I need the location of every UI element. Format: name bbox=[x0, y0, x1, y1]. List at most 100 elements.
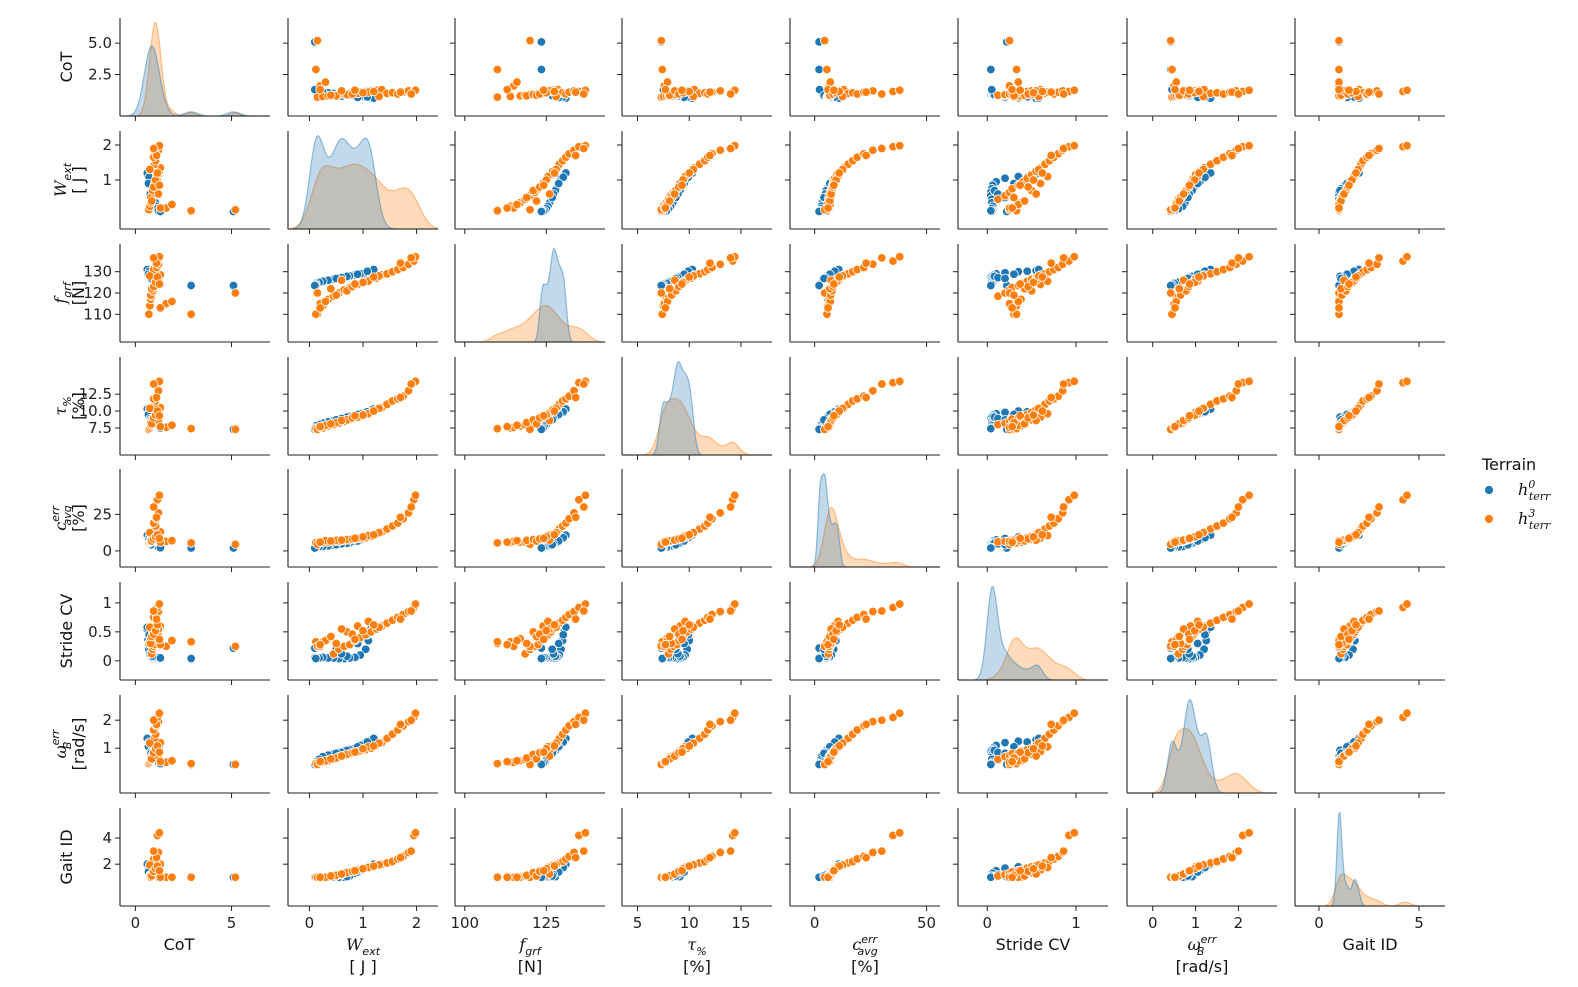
point-h3-31 bbox=[155, 756, 166, 767]
point-h0-14 bbox=[558, 172, 568, 182]
x-axis-label-CoT: CoT bbox=[164, 935, 195, 954]
point-h3-36 bbox=[148, 606, 159, 616]
point-h3-31 bbox=[823, 303, 833, 313]
point-h3-37 bbox=[1344, 279, 1354, 289]
point-h3-31 bbox=[502, 84, 512, 95]
point-h3-28 bbox=[326, 631, 336, 642]
point-h3-33 bbox=[1028, 88, 1039, 98]
point-h0-17 bbox=[1166, 653, 1176, 664]
y-tick-label: 10.0 bbox=[79, 402, 112, 420]
point-h3-34 bbox=[549, 86, 560, 97]
point-h3-34 bbox=[1351, 168, 1361, 178]
point-h0-19 bbox=[352, 269, 363, 279]
point-h3-19 bbox=[1402, 85, 1412, 95]
x-tick-label: 0 bbox=[305, 914, 315, 932]
y-tick-label: 120 bbox=[83, 284, 112, 302]
point-h3-17 bbox=[715, 259, 725, 269]
point-h3-19 bbox=[1244, 828, 1254, 838]
point-h3-37 bbox=[1184, 85, 1195, 95]
y-tick-label: 5.0 bbox=[88, 34, 112, 52]
point-h3-36 bbox=[1374, 253, 1384, 263]
y-tick-label: 7.5 bbox=[88, 419, 112, 437]
point-h3-21 bbox=[656, 288, 667, 298]
point-h3-36 bbox=[1374, 606, 1384, 616]
point-h3-31 bbox=[502, 756, 512, 767]
point-h0-14 bbox=[1022, 266, 1032, 276]
legend-label-h3: h3 terr bbox=[1518, 507, 1551, 532]
point-h3-37 bbox=[677, 180, 687, 190]
point-h3-37 bbox=[350, 85, 360, 95]
x-tick-label: 5 bbox=[1414, 914, 1424, 932]
point-h3-36 bbox=[725, 715, 736, 725]
y-tick-label: 2.5 bbox=[88, 66, 112, 84]
point-h3-19 bbox=[1244, 85, 1254, 95]
point-h3-31 bbox=[1007, 84, 1017, 95]
point-h3-24 bbox=[522, 192, 532, 203]
point-h3-28 bbox=[1174, 631, 1184, 642]
point-h3-19 bbox=[1244, 490, 1254, 501]
point-h3-21 bbox=[230, 872, 241, 882]
point-h3-36 bbox=[148, 502, 159, 512]
point-h0-16 bbox=[987, 84, 997, 95]
point-h3-37 bbox=[1184, 279, 1195, 289]
x-axis-label-cerr: [%] bbox=[851, 957, 879, 976]
point-h3-34 bbox=[369, 86, 379, 97]
x-tick-label: 50 bbox=[917, 914, 936, 932]
point-h3-19 bbox=[895, 252, 905, 262]
panel-Wext-vs-GaitID bbox=[1290, 131, 1445, 234]
point-h0-17 bbox=[536, 64, 547, 75]
point-h3-35 bbox=[395, 512, 406, 522]
point-h3-35 bbox=[861, 719, 871, 730]
point-h3-19 bbox=[895, 828, 905, 838]
point-h3-34 bbox=[684, 272, 694, 282]
point-h3-28 bbox=[1019, 196, 1030, 206]
x-axis-label-tau: [%] bbox=[683, 957, 711, 976]
y-axis-label-Wext: [ J ] bbox=[69, 166, 88, 193]
point-h3-35 bbox=[1364, 392, 1374, 403]
point-h3-23 bbox=[512, 756, 522, 766]
point-h3-29 bbox=[336, 415, 347, 426]
panel-omega-vs-Wext bbox=[283, 695, 438, 798]
point-h3-21 bbox=[1166, 35, 1176, 46]
point-h3-31 bbox=[1334, 303, 1344, 313]
y-axis-label-GaitID: Gait ID bbox=[57, 829, 76, 884]
point-h3-28 bbox=[664, 196, 675, 206]
point-h3-37 bbox=[154, 180, 165, 190]
point-h3-19 bbox=[895, 708, 905, 718]
point-h3-23 bbox=[167, 872, 177, 882]
point-h3-37 bbox=[829, 634, 839, 645]
point-h3-34 bbox=[1351, 620, 1361, 630]
point-h3-34 bbox=[1194, 168, 1204, 178]
point-h3-28 bbox=[147, 196, 157, 206]
point-h3-17 bbox=[715, 86, 725, 96]
panel-Wext-vs-omega bbox=[1122, 131, 1277, 234]
point-h3-37 bbox=[1184, 634, 1195, 645]
point-h3-28 bbox=[664, 631, 675, 642]
panel-CoT-vs-CoT: 2.5 5.0 bbox=[88, 18, 270, 121]
point-h3-24 bbox=[331, 290, 341, 300]
point-h3-37 bbox=[539, 634, 549, 645]
point-h3-34 bbox=[1194, 406, 1204, 416]
point-h3-33 bbox=[1028, 175, 1039, 185]
point-h3-34 bbox=[549, 741, 560, 751]
point-h3-35 bbox=[151, 392, 162, 403]
panel-StrideCV-vs-StrideCV bbox=[957, 582, 1108, 685]
y-tick-label: 2 bbox=[102, 855, 112, 873]
point-h3-34 bbox=[549, 530, 560, 540]
point-h3-20 bbox=[311, 309, 321, 320]
point-h3-33 bbox=[358, 744, 368, 754]
x-tick-label: 2 bbox=[412, 914, 422, 932]
point-h3-31 bbox=[1007, 203, 1017, 213]
point-h3-23 bbox=[167, 199, 177, 210]
x-tick-label: 1 bbox=[358, 914, 368, 932]
point-h3-31 bbox=[1007, 421, 1017, 432]
point-h3-35 bbox=[151, 614, 162, 624]
panel-StrideCV-vs-fgrf bbox=[450, 582, 605, 685]
point-h3-37 bbox=[1015, 279, 1025, 289]
point-h3-33 bbox=[358, 88, 368, 98]
point-h3-31 bbox=[315, 537, 325, 547]
point-h3-31 bbox=[155, 203, 166, 213]
point-h3-36 bbox=[406, 379, 416, 389]
panel-fgrf-vs-Wext bbox=[283, 244, 438, 347]
point-h3-31 bbox=[823, 203, 833, 213]
